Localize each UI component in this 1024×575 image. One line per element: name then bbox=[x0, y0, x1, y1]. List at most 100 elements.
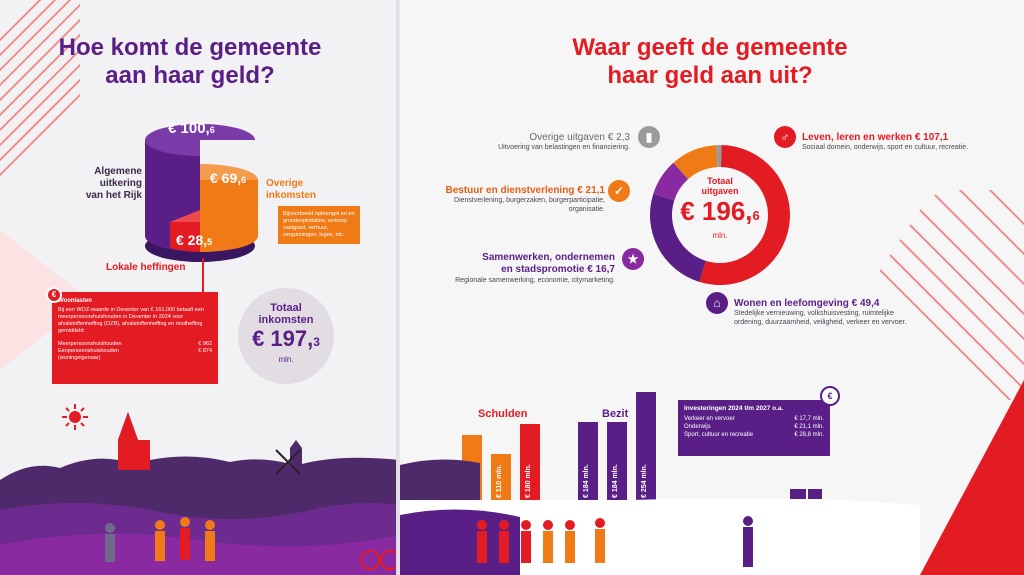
bar bbox=[607, 422, 627, 502]
crowd-people bbox=[477, 518, 605, 563]
donut-slice bbox=[673, 145, 718, 180]
euro-icon: € bbox=[46, 287, 62, 303]
donut-total-value: € 196,6 bbox=[670, 196, 770, 231]
category-overig: Overige uitgaven € 2,3 Uitvoering van be… bbox=[480, 132, 630, 152]
tax-row-label: Meerpersoonshuishouden bbox=[58, 341, 122, 347]
spending-donut-chart bbox=[650, 145, 791, 285]
decorative-triangle-left bbox=[0, 230, 90, 370]
donut-slice bbox=[716, 145, 722, 168]
decorative-stripes-right bbox=[880, 190, 1024, 400]
tax-row: Meerpersoonshuishouden € 962 bbox=[58, 341, 212, 348]
investment-label: Sport, cultuur en recreatie bbox=[684, 432, 754, 438]
tax-panel-footer: (woningeigenaar) bbox=[58, 355, 101, 361]
investments-box: Investeringen 2024 t/m 2027 o.a. Verkeer… bbox=[678, 400, 830, 456]
total-line: inkomsten bbox=[258, 314, 314, 326]
people-group bbox=[155, 517, 215, 561]
left-page: Hoe komt de gemeente aan haar geld? € 10… bbox=[0, 0, 400, 575]
bar bbox=[636, 392, 656, 502]
people-icon: ♂ bbox=[774, 126, 796, 148]
category-desc: Regionale samenwerking, economie, cityma… bbox=[455, 277, 615, 284]
label-line: inkomsten bbox=[266, 190, 317, 201]
cows bbox=[790, 489, 822, 499]
bicycle-icon bbox=[360, 550, 380, 570]
label-line: Overige bbox=[266, 178, 304, 189]
checkmark-icon: ✓ bbox=[608, 180, 630, 202]
category-desc: Stedelijke vernieuwing, volkshuisvesting… bbox=[734, 310, 907, 326]
right-page: Waar geeft de gemeente haar geld aan uit… bbox=[400, 0, 1024, 575]
investment-label: Verkeer en vervoer bbox=[684, 416, 735, 422]
investments-heading: Investeringen 2024 t/m 2027 o.a. bbox=[684, 405, 784, 412]
right-landscape bbox=[400, 459, 920, 575]
tax-row-value: € 874 bbox=[198, 348, 212, 354]
star-icon: ★ bbox=[622, 248, 644, 270]
city-skyline bbox=[0, 412, 400, 575]
investment-row: Onderwijs € 21,1 mln. bbox=[684, 423, 824, 431]
income-cylinder-chart bbox=[145, 124, 258, 262]
value-main: € 28, bbox=[176, 232, 208, 248]
category-title: en stadspromotie € 16,7 bbox=[501, 264, 615, 275]
bar bbox=[578, 422, 598, 502]
total-line: Totaal bbox=[270, 302, 302, 314]
page-title-spending: Waar geeft de gemeente haar geld aan uit… bbox=[550, 34, 870, 90]
label-algemene: Algemene uitkering van het Rijk bbox=[70, 166, 142, 202]
total-value: € 197,3 bbox=[238, 326, 334, 355]
category-desc: Uitvoering van belastingen en financieri… bbox=[498, 144, 630, 151]
value-lokaal: € 28,5 bbox=[176, 232, 212, 248]
value-decimal: 6 bbox=[209, 125, 215, 135]
investment-value: € 21,1 mln. bbox=[794, 424, 824, 430]
value-decimal: 6 bbox=[752, 208, 760, 223]
decorative-red-triangle bbox=[920, 380, 1024, 575]
title-line: Hoe komt de gemeente bbox=[58, 34, 322, 61]
title-line: aan haar geld? bbox=[105, 62, 275, 89]
category-bestuur: Bestuur en dienstverlening € 21,1 Dienst… bbox=[430, 185, 606, 214]
title-line: haar geld aan uit? bbox=[607, 62, 813, 89]
total-income-bubble: Totaal inkomsten € 197,3 mln. bbox=[238, 288, 334, 384]
value-overig: € 69,6 bbox=[210, 170, 246, 186]
investment-value: € 17,7 mln. bbox=[794, 416, 824, 422]
sun-icon bbox=[62, 404, 88, 430]
cylinder-overig bbox=[200, 180, 258, 252]
label-overig: Overige inkomsten bbox=[266, 178, 316, 202]
investment-row: Sport, cultuur en recreatie € 28,8 mln. bbox=[684, 431, 824, 439]
investment-value: € 28,8 mln. bbox=[794, 432, 824, 438]
note-overig: Bijvoorbeeld opbrengst en en grondexploi… bbox=[278, 206, 360, 244]
tax-panel: Woonlasten Bij een WOZ-waarde in Devente… bbox=[52, 292, 218, 384]
label-line: van het Rijk bbox=[85, 190, 142, 201]
category-title: Samenwerken, ondernemen bbox=[482, 252, 615, 263]
title-line: Waar geeft de gemeente bbox=[572, 34, 848, 61]
category-wonen: Wonen en leefomgeving € 49,4 Stedelijke … bbox=[734, 298, 914, 327]
category-samenwerken: Samenwerken, ondernemen en stadspromotie… bbox=[440, 252, 615, 285]
house-icon: ⌂ bbox=[706, 292, 728, 314]
tax-row-label: Eenpersoonshuishouden bbox=[58, 348, 119, 354]
value-main: € 196, bbox=[680, 196, 753, 226]
value-main: € 100, bbox=[168, 120, 210, 137]
tax-row: Eenpersoonshuishouden € 874 bbox=[58, 348, 212, 355]
label-line: uitkering bbox=[99, 178, 142, 189]
category-desc: Dienstverlening, burgerzaken, burgerpart… bbox=[454, 197, 605, 213]
value-decimal: 6 bbox=[241, 175, 247, 185]
value-decimal: 5 bbox=[207, 237, 213, 247]
donut-center-label: Totaal uitgaven € 196,6 mln. bbox=[670, 176, 770, 240]
bezit-label: Bezit bbox=[602, 408, 629, 420]
category-title: Wonen en leefomgeving € 49,4 bbox=[734, 298, 880, 309]
value-main: € 197, bbox=[252, 326, 314, 351]
cheering-person bbox=[743, 516, 753, 567]
donut-slice bbox=[650, 193, 706, 282]
euro-icon: € bbox=[820, 386, 840, 406]
category-title: Overige uitgaven € 2,3 bbox=[529, 132, 630, 143]
category-leven: Leven, leren en werken € 107,1 Sociaal d… bbox=[802, 132, 982, 152]
donut-line: uitgaven bbox=[701, 186, 739, 196]
donut-slice bbox=[653, 162, 689, 201]
cylinder-lokaal bbox=[170, 222, 200, 252]
church-tower bbox=[118, 412, 150, 470]
label-lokaal: Lokale heffingen bbox=[106, 262, 186, 273]
tax-panel-text: Bij een WOZ-waarde in Deventer van € 161… bbox=[58, 307, 204, 334]
donut-slice bbox=[699, 145, 791, 285]
page-title-income: Hoe komt de gemeente aan haar geld? bbox=[30, 34, 350, 90]
category-title: Bestuur en dienstverlening € 21,1 bbox=[445, 185, 606, 196]
category-title: Leven, leren en werken € 107,1 bbox=[802, 132, 949, 143]
value-decimal: 3 bbox=[313, 335, 320, 349]
bar bbox=[491, 454, 511, 502]
tax-panel-heading: Woonlasten bbox=[58, 298, 92, 304]
